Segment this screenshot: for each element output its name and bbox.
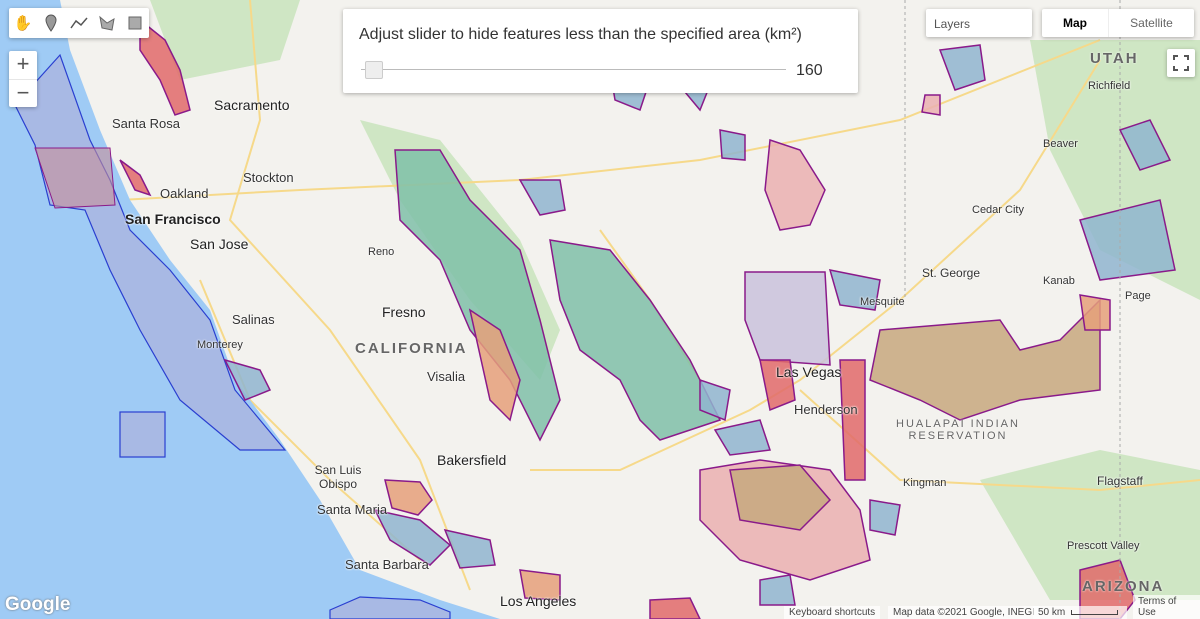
city-label: Las Vegas [776,364,842,380]
city-label: Beaver [1043,138,1078,150]
city-label: Santa Maria [317,502,388,517]
city-label: Flagstaff [1097,474,1143,488]
city-label: Sacramento [214,97,290,113]
region-label: UTAH [1090,50,1139,67]
city-label: Bakersfield [437,452,507,468]
map-data-attribution: Map data ©2021 Google, INEGI [888,606,1040,619]
zoom-control: + − [9,51,37,107]
scale-label: 50 km [1038,607,1066,618]
city-label: Stockton [243,170,294,185]
polygon-icon[interactable] [93,8,121,38]
keyboard-shortcuts-link[interactable]: Keyboard shortcuts [784,606,881,619]
city-label: San Francisco [125,211,221,227]
city-label: Salinas [232,312,275,327]
city-label: St. George [922,266,981,280]
city-label: Los Angeles [500,593,577,609]
city-label: Kanab [1043,275,1075,287]
city-label: Richfield [1088,80,1131,92]
city-label: Santa Rosa [112,116,180,131]
city-label: Monterey [197,339,243,351]
ocean [0,0,500,619]
city-label: San Jose [190,236,249,252]
polyline-icon[interactable] [65,8,93,38]
roads [119,0,1200,591]
region-label: ARIZONA [1082,578,1165,595]
scale-line [1071,610,1119,615]
city-label: Henderson [794,402,858,417]
zoom-in-button[interactable]: + [9,51,37,80]
map-type-satellite-button[interactable]: Satellite [1130,16,1173,30]
area-filter-panel: Adjust slider to hide features less than… [343,9,858,93]
google-logo: Google [5,594,71,615]
region-label: CALIFORNIA [355,340,468,357]
map-type-map-button[interactable]: Map [1042,9,1109,37]
city-label: Oakland [160,186,209,201]
city-label: Cedar City [972,204,1024,216]
marker-icon[interactable] [37,8,65,38]
map-type-control: Map Satellite [1042,9,1194,37]
zoom-out-button[interactable]: − [16,80,30,105]
city-label: Kingman [903,477,947,489]
rectangle-icon[interactable] [121,8,149,38]
layers-label: Layers [934,17,971,31]
city-label: Mesquite [860,296,905,308]
slider-track[interactable] [361,69,786,70]
city-label: San Luis Obispo [314,463,362,491]
city-label: Santa Barbara [345,557,429,572]
terms-of-use-link[interactable]: Terms of Use [1133,595,1200,619]
fullscreen-button[interactable] [1167,49,1195,77]
region-label: HUALAPAI INDIAN RESERVATION [896,418,1020,442]
slider-thumb[interactable] [365,61,383,79]
layers-dropdown[interactable]: Layers [926,9,1032,37]
slider-label: Adjust slider to hide features less than… [359,26,802,43]
slider-value: 160 [796,62,823,79]
scale-bar[interactable]: 50 km [1033,606,1127,619]
city-label: Prescott Valley [1067,540,1140,552]
drawing-toolbar: ✋ [9,8,149,38]
city-label: Page [1125,290,1151,302]
city-label: Reno [368,246,395,258]
features [119,18,1176,619]
city-label: Fresno [382,304,426,320]
fullscreen-icon [1173,55,1189,71]
hand-icon[interactable]: ✋ [13,15,33,32]
city-label: Visalia [427,369,466,384]
